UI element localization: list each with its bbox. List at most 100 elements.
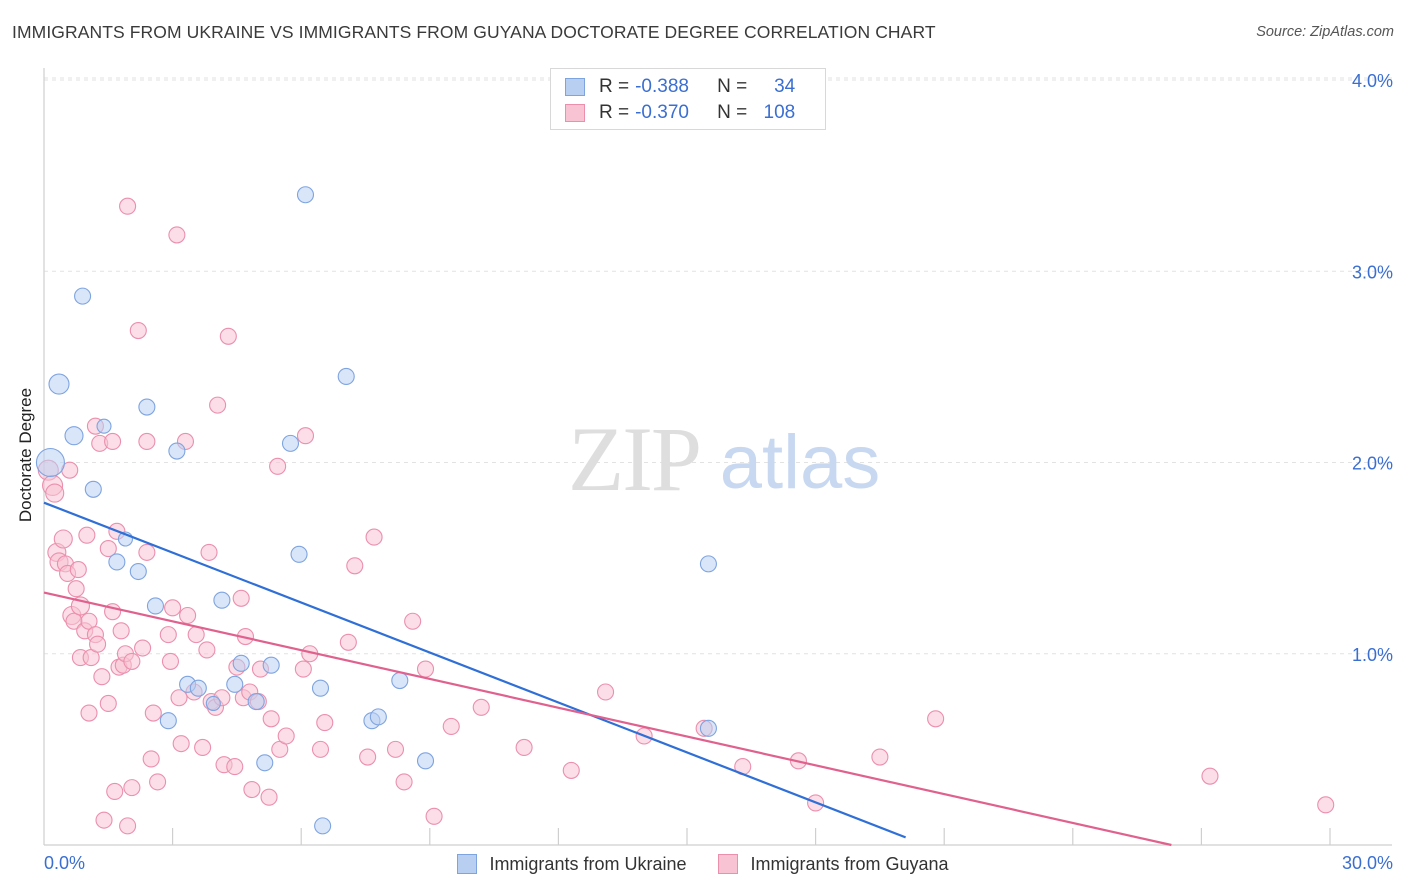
trend-lines	[43, 501, 1172, 847]
series-label-ukraine: Immigrants from Ukraine	[489, 853, 687, 874]
guyana-point	[395, 773, 413, 791]
legend-n-value: 34	[774, 76, 796, 97]
guyana-point	[119, 197, 137, 215]
ukraine-point	[159, 712, 177, 730]
x-tick-label: 30.0%	[1342, 853, 1393, 873]
axes	[43, 68, 1392, 846]
ukraine-points	[35, 186, 717, 835]
guyana-point	[129, 321, 147, 340]
ukraine-point	[168, 442, 186, 460]
ukraine-point	[369, 708, 387, 726]
guyana-point	[209, 396, 227, 414]
series-legend-ukraine: Immigrants from Ukraine	[457, 854, 686, 875]
watermark-zip: ZIP	[568, 408, 700, 510]
ukraine-point	[281, 434, 300, 452]
legend-r-label: R =	[599, 76, 630, 97]
ukraine-point	[337, 367, 355, 385]
chart-title: IMMIGRANTS FROM UKRAINE VS IMMIGRANTS FR…	[12, 22, 936, 42]
guyana-point	[144, 704, 162, 722]
guyana-points	[37, 197, 1335, 835]
guyana-point	[134, 639, 152, 657]
guyana-point	[69, 561, 87, 579]
guyana-point	[99, 694, 117, 713]
guyana-point	[232, 589, 250, 607]
ukraine-point	[314, 817, 332, 835]
guyana-point	[262, 710, 280, 728]
legend-n-label: N =	[717, 76, 748, 97]
ukraine-point	[205, 695, 221, 712]
ukraine-point	[84, 480, 102, 498]
guyana-point	[515, 738, 533, 757]
guyana-point	[597, 683, 615, 701]
guyana-point	[472, 698, 490, 716]
guyana-point	[161, 652, 180, 670]
series-label-guyana: Immigrants from Guyana	[750, 853, 949, 874]
ukraine-point	[391, 671, 409, 690]
ukraine-point	[146, 597, 165, 615]
x-tick-label: 0.0%	[44, 853, 85, 873]
guyana-point	[119, 817, 137, 835]
ukraine-point	[311, 679, 330, 697]
guyana-point	[243, 780, 261, 799]
guyana-point	[294, 660, 312, 678]
ukraine-trend-line	[43, 501, 907, 839]
ukraine-point	[138, 398, 156, 416]
ukraine-point	[262, 656, 280, 674]
ukraine-point	[74, 287, 92, 305]
ukraine-point	[699, 555, 717, 573]
guyana-point	[311, 740, 330, 758]
ukraine-point	[213, 591, 231, 609]
guyana-point	[164, 599, 182, 617]
legend-row-ukraine: R = -0.388 N = 34	[565, 75, 795, 99]
guyana-point	[425, 807, 443, 825]
guyana-point	[359, 748, 377, 766]
guyana-point	[159, 626, 177, 644]
legend-n-value: 108	[763, 102, 796, 123]
ukraine-point	[189, 679, 207, 697]
guyana-point	[198, 641, 216, 659]
ukraine-point	[416, 752, 435, 770]
guyana-point	[99, 540, 117, 558]
guyana-point	[123, 652, 141, 670]
guyana-point	[277, 727, 295, 745]
guyana-point	[339, 633, 357, 651]
ukraine-point	[64, 426, 84, 446]
guyana-point	[78, 526, 96, 544]
ukraine-point	[296, 186, 315, 204]
guyana-point	[149, 773, 167, 791]
guyana-point	[67, 580, 85, 598]
guyana-point	[442, 717, 460, 735]
guyana-point	[1201, 767, 1219, 785]
grid-lines	[44, 77, 1392, 655]
ukraine-point	[48, 373, 70, 395]
ukraine-point	[96, 418, 112, 434]
guyana-point	[168, 226, 186, 244]
guyana-point	[404, 612, 422, 630]
guyana-point	[260, 788, 278, 806]
guyana-point	[386, 740, 405, 758]
tick-labels: 1.0% 2.0% 3.0% 4.0% 0.0% 30.0%	[44, 71, 1393, 873]
guyana-point	[123, 779, 141, 797]
guyana-point	[346, 557, 364, 575]
legend-n-label: N =	[717, 102, 748, 123]
guyana-point	[219, 327, 237, 345]
guyana-point	[194, 738, 212, 757]
guyana-point	[562, 761, 580, 779]
guyana-point	[138, 543, 156, 561]
ukraine-point	[290, 545, 308, 563]
guyana-point	[365, 528, 383, 546]
guyana-point	[172, 735, 190, 753]
guyana-point	[142, 750, 160, 768]
ukraine-point	[35, 447, 65, 478]
legend-swatch-guyana	[565, 104, 585, 122]
guyana-point	[416, 660, 435, 678]
guyana-point	[112, 622, 130, 640]
guyana-trend-line	[43, 591, 1172, 847]
y-tick-label: 3.0%	[1352, 262, 1393, 282]
y-axis-label: Doctorate Degree	[16, 387, 35, 523]
y-tick-label: 1.0%	[1352, 645, 1393, 665]
watermark-atlas: atlas	[720, 420, 881, 505]
guyana-point	[316, 714, 334, 732]
guyana-point	[200, 543, 218, 561]
